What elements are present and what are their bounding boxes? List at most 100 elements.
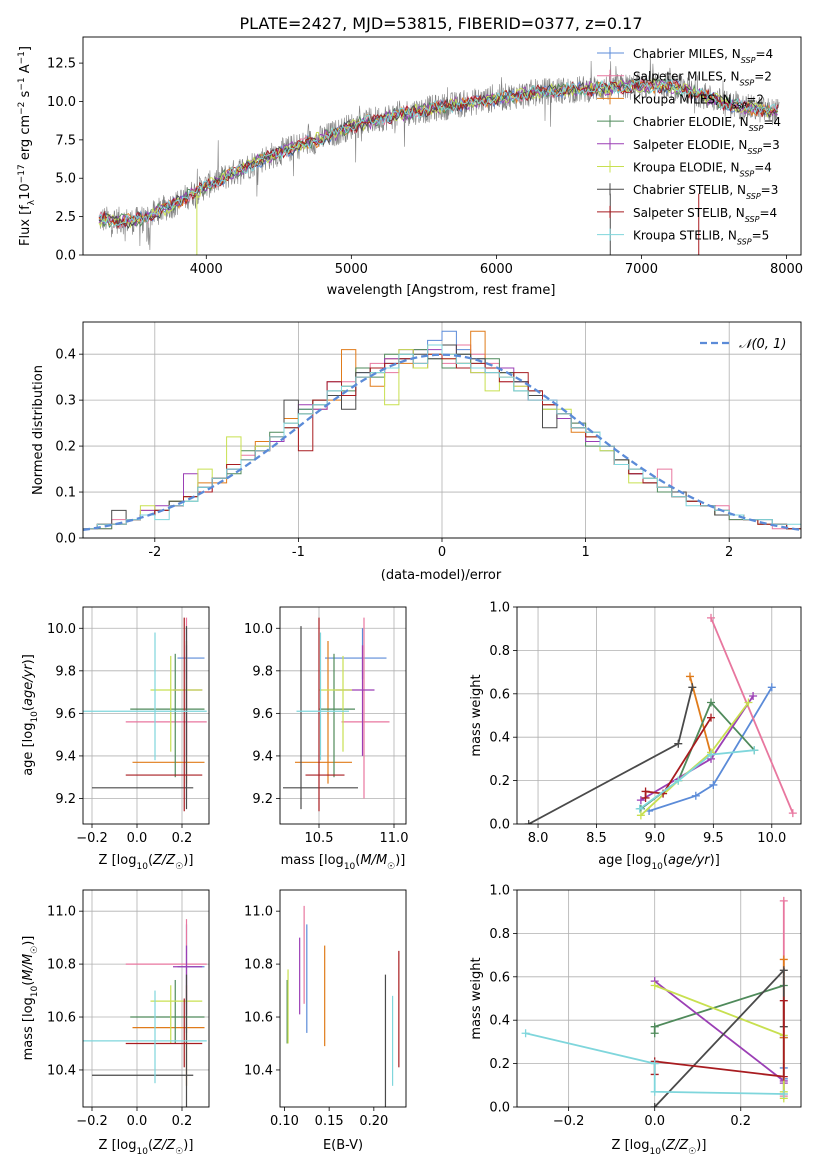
weight_vs_age-plot-area (524, 613, 797, 824)
weight-point-marker (749, 691, 758, 700)
weight_vs_age-xtick-label: 8.0 (528, 831, 549, 846)
weight_vs_Z-ytick-label: 0.0 (489, 1101, 510, 1116)
spectrum-ytick-label: 7.5 (55, 133, 76, 148)
weight-point-marker (641, 787, 650, 796)
weight-point-marker (767, 683, 776, 692)
weight_vs_age-xlabel: age [log10(age/yr)] (598, 853, 720, 872)
weight_vs_Z-xtick-label: 0.0 (644, 1114, 665, 1129)
mass_vs_Z-xtick-label: 0.2 (172, 1114, 193, 1129)
mass_vs_ebv-plot-area (286, 905, 400, 1107)
weight-point-marker (779, 955, 788, 964)
age_vs_Z-ytick-label: 9.6 (55, 707, 76, 722)
weight_vs_Z-ytick-label: 0.6 (489, 970, 510, 985)
weight_vs_age-xtick-label: 9.5 (703, 831, 724, 846)
mass_vs_Z-ytick-label: 10.4 (47, 1063, 76, 1078)
weight_vs_age-frame (516, 606, 802, 825)
figure-title: PLATE=2427, MJD=53815, FIBERID=0377, z=0… (239, 14, 642, 33)
mass_vs_ebv-ytick-label: 11.0 (244, 905, 273, 920)
mass_vs_Z-xtick-label: 0.0 (127, 1114, 148, 1129)
residuals-xtick-label: 2 (725, 545, 733, 560)
weight-point-marker (779, 966, 788, 975)
legend-entry-label: Chabrier MILES, NSSP=4 (633, 47, 773, 65)
weight_vs_age-ytick-label: 0.2 (489, 774, 510, 789)
weight-point-marker (635, 804, 644, 813)
weight-series-line (689, 676, 712, 755)
residuals-panel (83, 322, 801, 539)
age_vs_Z-axes: −0.2 0.0 0.2 9.2 9.4 9.6 9.8 10.0 Z [log10(Z/Z☉)… (21, 606, 210, 872)
mass_vs_Z-ylabel: mass [log10(M/M☉)] (21, 936, 40, 1061)
age_vs_mass-ytick-label: 9.6 (252, 707, 273, 722)
age_vs_mass-xtick-label: 10.5 (305, 831, 334, 846)
weight-point-marker (636, 796, 645, 805)
weight_vs_Z-panel (517, 889, 801, 1108)
weight_vs_age-xtick-label: 10.0 (757, 831, 786, 846)
age_vs_mass-ytick-label: 9.4 (252, 749, 273, 764)
spectrum-frame (82, 36, 802, 256)
weight-series-line (710, 617, 794, 814)
residuals-ytick-label: 0.4 (55, 348, 76, 363)
weight-point-marker (674, 739, 683, 748)
legend-entry-label: Salpeter ELODIE, NSSP=3 (633, 138, 780, 156)
mass_vs_ebv-panel (286, 905, 400, 1107)
age_vs_Z-xtick-label: 0.2 (172, 831, 193, 846)
age_vs_Z-ytick-label: 9.4 (55, 749, 76, 764)
spectrum-ylabel: Flux [fλ10−17 erg cm−2 s−1 A−1] (17, 46, 37, 246)
weight-point-marker (691, 791, 700, 800)
mass_vs_Z-xtick-label: −0.2 (76, 1114, 108, 1129)
age_vs_Z-ylabel: age [log10(age/yr)] (21, 654, 40, 776)
spectrum-panel (98, 54, 780, 255)
weight_vs_age-ytick-label: 1.0 (489, 601, 510, 616)
weight-point-marker (688, 683, 697, 692)
weight_vs_Z-xlabel: Z [log10(Z/Z☉)] (612, 1138, 707, 1157)
spectrum-ytick-label: 2.5 (55, 210, 76, 225)
weight-point-marker (709, 780, 718, 789)
weight_vs_Z-ytick-label: 0.8 (489, 927, 510, 942)
age_vs_mass-ytick-label: 10.0 (244, 622, 273, 637)
age_vs_mass-ytick-label: 9.8 (252, 664, 273, 679)
residuals-xtick-label: 0 (438, 545, 446, 560)
mass_vs_ebv-xlabel: E(B-V) (323, 1138, 363, 1153)
weight-point-marker (650, 1059, 659, 1068)
residuals-ytick-label: 0.2 (55, 440, 76, 455)
legend-entry-label: Chabrier ELODIE, NSSP=4 (633, 115, 781, 133)
residuals-ytick-label: 0.0 (55, 532, 76, 547)
weight_vs_age-axes: 8.0 8.5 9.0 9.5 10.0 0.0 0.2 0.4 0.6 0.8 1.0 age [l… (469, 601, 802, 872)
mass_vs_ebv-xtick-label: 0.10 (270, 1114, 299, 1129)
mass_vs_Z-panel (83, 890, 209, 1107)
mass_vs_ebv-ytick-label: 10.6 (244, 1011, 273, 1026)
age_vs_Z-panel (83, 607, 209, 824)
spectrum-plot-area (98, 54, 780, 255)
legend-entry-label: 𝒩(0, 1) (739, 337, 786, 352)
weight_vs_age-ytick-label: 0.4 (489, 731, 510, 746)
spectrum-xtick-label: 4000 (190, 262, 223, 277)
weight-point-marker (779, 1089, 788, 1098)
weight_vs_Z-xtick-label: 0.2 (730, 1114, 751, 1129)
mass_vs_ebv-xtick-label: 0.15 (315, 1114, 344, 1129)
residuals-ylabel: Normed distribution (31, 365, 46, 495)
legend-entry-label: Kroupa MILES, NSSP=2 (633, 92, 764, 110)
residuals-legend: 𝒩(0, 1) (700, 337, 786, 352)
mass_vs_ebv-xtick-label: 0.20 (359, 1114, 388, 1129)
weight-series-line (525, 1032, 784, 1095)
spectrum-model-line (98, 79, 778, 227)
age_vs_mass-plot-area (283, 617, 390, 812)
age_vs_Z-ytick-label: 9.2 (55, 792, 76, 807)
weight-point-marker (650, 981, 659, 990)
mass_vs_Z-ytick-label: 10.6 (47, 1011, 76, 1026)
weight_vs_age-xtick-label: 9.0 (645, 831, 666, 846)
mass_vs_Z-frame (82, 889, 210, 1108)
legend-entry-label: Salpeter STELIB, NSSP=4 (633, 206, 777, 224)
weight_vs_Z-ytick-label: 0.2 (489, 1057, 510, 1072)
weight-point-marker (636, 811, 645, 820)
weight-point-marker (674, 776, 683, 785)
age_vs_Z-xtick-label: −0.2 (76, 831, 108, 846)
weight-point-marker (788, 809, 797, 818)
legend-entry-label: Kroupa STELIB, NSSP=5 (633, 229, 769, 247)
weight_vs_Z-axes: −0.2 0.0 0.2 0.0 0.2 0.4 0.6 0.8 1.0 Z [log10(Z/Z… (469, 884, 802, 1157)
age_vs_Z-xlabel: Z [log10(Z/Z☉)] (99, 853, 194, 872)
age_vs_mass-xtick-label: 11.0 (380, 831, 409, 846)
spectrum-legend: Chabrier MILES, NSSP=4 Salpeter MILES, NS… (597, 47, 781, 246)
spectrum-xtick-label: 6000 (480, 262, 513, 277)
age_vs_Z-xtick-label: 0.0 (127, 831, 148, 846)
weight-point-marker (779, 896, 788, 905)
